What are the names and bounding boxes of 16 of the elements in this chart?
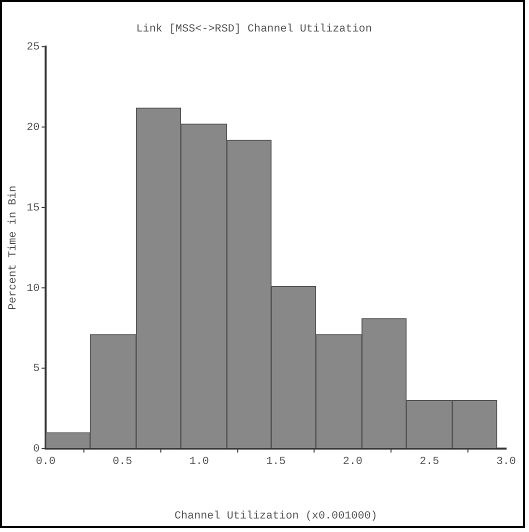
y-tick-label: 25 (26, 42, 40, 54)
x-tick-label: 2.0 (342, 456, 362, 468)
x-tick-label: 1.0 (189, 456, 209, 468)
x-tick-label: 2.5 (420, 456, 440, 468)
y-axis-title: Percent Time in Bin (7, 186, 20, 310)
x-tick-label: 1.5 (266, 456, 286, 468)
chart-title: Link [MSS<->RSD] Channel Utilization (136, 23, 372, 36)
x-tick-label: 0.5 (112, 456, 132, 468)
y-tick-label: 10 (26, 282, 40, 295)
x-tick-label: 3.0 (496, 456, 516, 468)
y-tick-label: 5 (33, 363, 40, 376)
x-axis-title: Channel Utilization (x0.001000) (174, 510, 378, 522)
y-tick-label: 20 (26, 122, 40, 134)
y-tick-label: 0 (33, 443, 40, 456)
x-tick-label: 0.0 (36, 456, 56, 468)
y-tick-label: 15 (26, 202, 40, 214)
